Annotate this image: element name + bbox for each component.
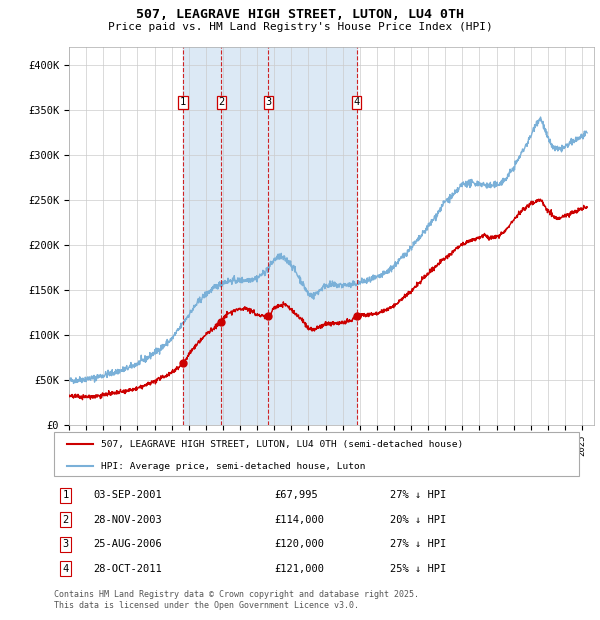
Text: £114,000: £114,000 xyxy=(275,515,325,525)
Text: 507, LEAGRAVE HIGH STREET, LUTON, LU4 0TH: 507, LEAGRAVE HIGH STREET, LUTON, LU4 0T… xyxy=(136,8,464,21)
Text: £121,000: £121,000 xyxy=(275,564,325,574)
Bar xyxy=(183,46,357,425)
Text: 2: 2 xyxy=(218,97,224,107)
Text: 3: 3 xyxy=(62,539,68,549)
Text: 27% ↓ HPI: 27% ↓ HPI xyxy=(390,490,446,500)
Text: 4: 4 xyxy=(353,97,360,107)
FancyBboxPatch shape xyxy=(54,432,579,476)
Text: 1: 1 xyxy=(62,490,68,500)
Text: 4: 4 xyxy=(62,564,68,574)
Text: 25% ↓ HPI: 25% ↓ HPI xyxy=(390,564,446,574)
Text: £67,995: £67,995 xyxy=(275,490,318,500)
Text: 507, LEAGRAVE HIGH STREET, LUTON, LU4 0TH (semi-detached house): 507, LEAGRAVE HIGH STREET, LUTON, LU4 0T… xyxy=(101,440,464,448)
Text: 27% ↓ HPI: 27% ↓ HPI xyxy=(390,539,446,549)
Text: £120,000: £120,000 xyxy=(275,539,325,549)
Text: 20% ↓ HPI: 20% ↓ HPI xyxy=(390,515,446,525)
Text: 28-NOV-2003: 28-NOV-2003 xyxy=(94,515,162,525)
Text: Price paid vs. HM Land Registry's House Price Index (HPI): Price paid vs. HM Land Registry's House … xyxy=(107,22,493,32)
Text: 03-SEP-2001: 03-SEP-2001 xyxy=(94,490,162,500)
Text: 2: 2 xyxy=(62,515,68,525)
Text: 25-AUG-2006: 25-AUG-2006 xyxy=(94,539,162,549)
Text: 3: 3 xyxy=(265,97,271,107)
Text: 28-OCT-2011: 28-OCT-2011 xyxy=(94,564,162,574)
Text: Contains HM Land Registry data © Crown copyright and database right 2025.
This d: Contains HM Land Registry data © Crown c… xyxy=(54,590,419,609)
Text: HPI: Average price, semi-detached house, Luton: HPI: Average price, semi-detached house,… xyxy=(101,462,366,471)
Text: 1: 1 xyxy=(180,97,186,107)
